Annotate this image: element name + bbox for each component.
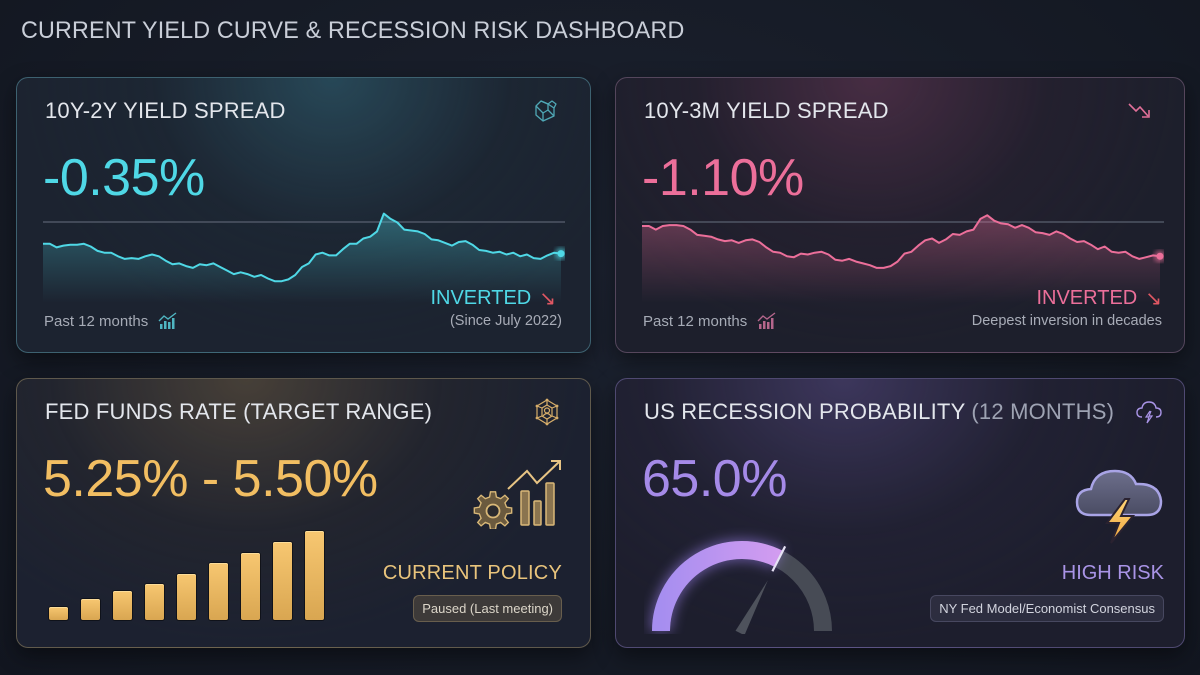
card-title: US RECESSION PROBABILITY (12 MONTHS) bbox=[644, 399, 1115, 424]
card-10y2y-spread[interactable]: 10Y-2Y YIELD SPREAD -0.35% Past 12 month… bbox=[16, 77, 591, 353]
probability-gauge bbox=[650, 539, 832, 634]
probability-value: 65.0% bbox=[642, 450, 787, 508]
rate-bar bbox=[49, 607, 68, 620]
policy-label: CURRENT POLICY bbox=[382, 562, 562, 584]
rate-bar bbox=[273, 542, 292, 620]
spread-value: -1.10% bbox=[642, 149, 804, 207]
trend-down-icon bbox=[1128, 103, 1150, 118]
spread-10y3m-chart bbox=[642, 214, 1164, 303]
arrow-down-right-icon: ↘ bbox=[539, 288, 556, 310]
bar-chart-icon bbox=[757, 312, 776, 329]
status-inverted: INVERTED ↘ bbox=[430, 287, 556, 310]
period-label: Past 12 months bbox=[44, 312, 178, 330]
rate-bar bbox=[241, 553, 260, 620]
rate-bar bbox=[113, 591, 132, 620]
card-title: 10Y-3M YIELD SPREAD bbox=[644, 98, 889, 123]
status-inverted: INVERTED ↘ bbox=[1036, 287, 1162, 310]
status-subtext: (Since July 2022) bbox=[449, 313, 562, 329]
spread-value: -0.35% bbox=[43, 149, 205, 207]
rate-bar bbox=[305, 531, 324, 620]
rate-bar bbox=[145, 584, 164, 620]
page-title: CURRENT YIELD CURVE & RECESSION RISK DAS… bbox=[21, 17, 685, 44]
cube-icon bbox=[535, 100, 557, 122]
rate-bar bbox=[81, 599, 100, 620]
rate-bar bbox=[177, 574, 196, 620]
spread-10y2y-chart bbox=[43, 212, 565, 303]
gear-chart-icon bbox=[473, 460, 561, 529]
thunder-cloud-icon bbox=[1075, 469, 1163, 544]
card-title: 10Y-2Y YIELD SPREAD bbox=[45, 98, 286, 123]
policy-status-pill: Paused (Last meeting) bbox=[413, 595, 562, 622]
rate-bar bbox=[209, 563, 228, 620]
source-pill: NY Fed Model/Economist Consensus bbox=[930, 595, 1164, 622]
arrow-down-right-icon: ↘ bbox=[1145, 288, 1162, 310]
period-label: Past 12 months bbox=[643, 312, 777, 330]
risk-level-label: HIGH RISK bbox=[1061, 562, 1164, 584]
fed-rate-value: 5.25% - 5.50% bbox=[43, 450, 378, 508]
storm-cloud-icon bbox=[1136, 401, 1162, 424]
card-fed-funds-rate[interactable]: FED FUNDS RATE (TARGET RANGE) 5.25% - 5.… bbox=[16, 378, 591, 648]
card-10y3m-spread[interactable]: 10Y-3M YIELD SPREAD -1.10% Past 12 month… bbox=[615, 77, 1185, 353]
status-subtext: Deepest inversion in decades bbox=[971, 313, 1162, 329]
bar-chart-icon bbox=[158, 312, 177, 329]
card-recession-probability[interactable]: US RECESSION PROBABILITY (12 MONTHS) 65.… bbox=[615, 378, 1185, 648]
rate-hikes-bar-chart bbox=[49, 531, 324, 620]
card-title: FED FUNDS RATE (TARGET RANGE) bbox=[45, 399, 433, 424]
network-icon bbox=[535, 398, 559, 426]
